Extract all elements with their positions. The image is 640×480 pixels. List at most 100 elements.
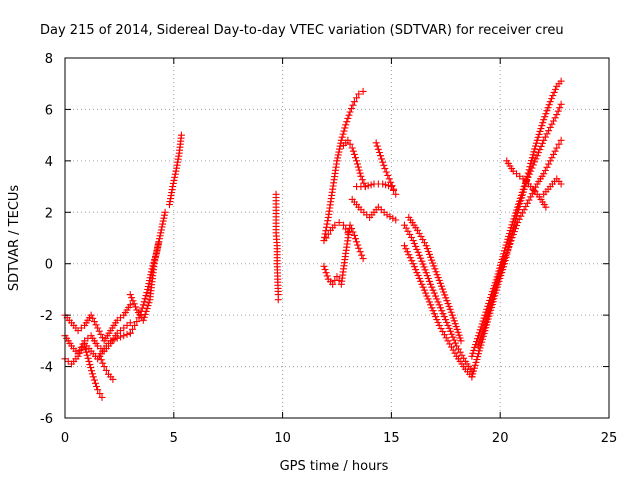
data-point bbox=[359, 255, 367, 263]
data-point bbox=[488, 295, 496, 303]
data-point bbox=[130, 300, 138, 308]
data-point bbox=[392, 190, 400, 198]
series-arc-evening-mid bbox=[322, 219, 352, 242]
data-point bbox=[553, 111, 561, 119]
data-point bbox=[344, 114, 352, 122]
data-point bbox=[96, 352, 104, 360]
data-point bbox=[109, 375, 117, 383]
series-rise-c bbox=[474, 136, 565, 350]
data-point bbox=[159, 217, 167, 225]
series-decline-a bbox=[400, 221, 476, 376]
data-point bbox=[351, 235, 359, 243]
data-point bbox=[333, 157, 341, 165]
data-point bbox=[342, 121, 350, 129]
data-point bbox=[379, 180, 387, 188]
data-point bbox=[509, 218, 517, 226]
data-point bbox=[501, 255, 509, 263]
data-point bbox=[423, 245, 431, 253]
data-point bbox=[107, 337, 115, 345]
data-point bbox=[432, 268, 440, 276]
data-point bbox=[447, 308, 455, 316]
data-point bbox=[427, 301, 435, 309]
data-point bbox=[470, 346, 478, 354]
data-point bbox=[158, 223, 166, 231]
data-point bbox=[94, 324, 102, 332]
data-point bbox=[374, 145, 382, 153]
data-point bbox=[531, 145, 539, 153]
data-point bbox=[497, 266, 505, 274]
data-point bbox=[480, 324, 488, 332]
data-point bbox=[515, 197, 523, 205]
data-point bbox=[331, 221, 339, 229]
data-point bbox=[407, 233, 415, 241]
data-point bbox=[551, 114, 559, 122]
data-point bbox=[139, 316, 147, 324]
data-point bbox=[429, 286, 437, 294]
data-point bbox=[451, 349, 459, 357]
data-point bbox=[554, 107, 562, 115]
data-point bbox=[418, 257, 426, 265]
data-point bbox=[514, 219, 522, 227]
series-early-cluster-upper bbox=[61, 301, 134, 345]
data-point bbox=[419, 260, 427, 268]
data-point bbox=[499, 260, 507, 268]
data-point bbox=[436, 279, 444, 287]
data-point bbox=[548, 154, 556, 162]
data-point bbox=[529, 161, 537, 169]
data-point bbox=[451, 339, 459, 347]
y-tick-label: -4 bbox=[40, 361, 53, 376]
data-point bbox=[322, 234, 330, 242]
data-point bbox=[81, 345, 89, 353]
data-point bbox=[81, 342, 89, 350]
data-point bbox=[415, 251, 423, 259]
data-point bbox=[408, 257, 416, 265]
data-point bbox=[428, 283, 436, 291]
data-point bbox=[387, 178, 395, 186]
data-point bbox=[517, 212, 525, 220]
data-point bbox=[437, 304, 445, 312]
data-point bbox=[471, 361, 479, 369]
data-point bbox=[388, 182, 396, 190]
data-point bbox=[322, 269, 330, 277]
data-point bbox=[483, 316, 491, 324]
series-early-dip-2 bbox=[96, 352, 117, 383]
data-point bbox=[483, 313, 491, 321]
y-tick-label: 4 bbox=[45, 155, 53, 170]
y-tick-label: -2 bbox=[40, 309, 53, 324]
data-point bbox=[545, 101, 553, 109]
data-point bbox=[91, 379, 99, 387]
data-point bbox=[515, 215, 523, 223]
data-point bbox=[323, 220, 331, 228]
data-point bbox=[527, 157, 535, 165]
data-point bbox=[532, 155, 540, 163]
data-point bbox=[542, 203, 550, 211]
data-point bbox=[128, 294, 136, 302]
data-point bbox=[556, 104, 564, 112]
data-point bbox=[143, 289, 151, 297]
data-point bbox=[153, 245, 161, 253]
axis-ticks: 0 5 10 15 20 25 -6 -4 -2 0 2 4 6 8 bbox=[40, 52, 617, 446]
series-rise-late bbox=[165, 131, 185, 209]
data-point bbox=[546, 98, 554, 106]
data-point bbox=[519, 186, 527, 194]
data-point bbox=[492, 284, 500, 292]
data-point bbox=[354, 241, 362, 249]
data-point bbox=[524, 173, 532, 181]
data-point bbox=[422, 289, 430, 297]
data-point bbox=[350, 231, 358, 239]
data-point bbox=[154, 242, 162, 250]
data-point bbox=[430, 262, 438, 270]
data-point bbox=[336, 142, 344, 150]
data-point bbox=[414, 248, 422, 256]
data-point bbox=[537, 142, 545, 150]
series-early-dip-1 bbox=[81, 342, 106, 401]
data-point bbox=[356, 248, 364, 256]
data-point bbox=[443, 318, 451, 326]
data-point bbox=[507, 237, 515, 245]
data-point bbox=[346, 108, 354, 116]
data-point bbox=[274, 296, 282, 304]
data-point bbox=[551, 85, 559, 93]
data-point bbox=[555, 140, 563, 148]
data-point bbox=[356, 169, 364, 177]
data-point bbox=[527, 193, 535, 201]
